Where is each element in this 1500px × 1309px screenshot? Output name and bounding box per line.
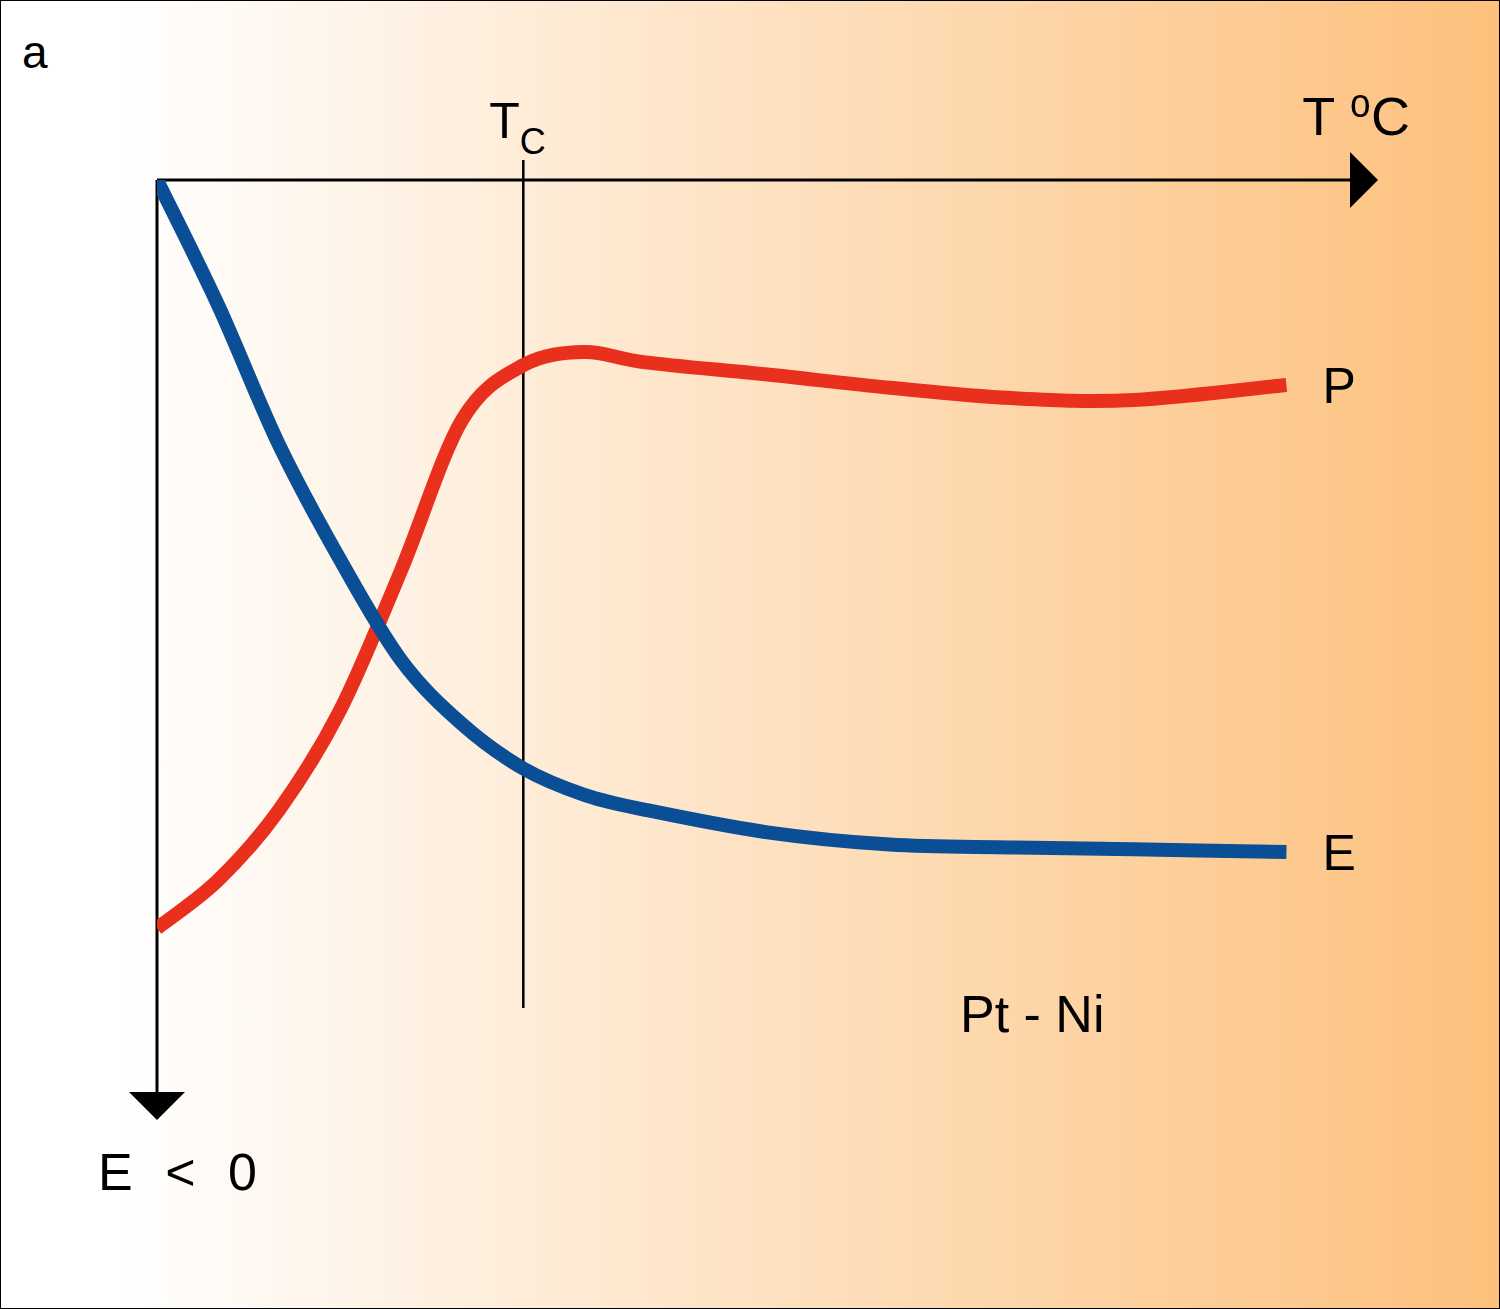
y-axis-label: E < 0 xyxy=(98,1143,257,1201)
y-axis xyxy=(156,180,159,1100)
x-axis-arrow xyxy=(1350,152,1378,208)
tc-label: TC xyxy=(489,93,546,162)
series-line xyxy=(157,352,1286,928)
chart: a TC T ⁰C E < 0 P E Pt - Ni xyxy=(0,0,1500,1309)
series-label: P xyxy=(1322,358,1355,414)
annotation: Pt - Ni xyxy=(960,985,1104,1043)
y-axis-arrow xyxy=(129,1092,185,1120)
series-label: E xyxy=(1322,825,1355,881)
background xyxy=(0,0,1500,1309)
tc-line xyxy=(522,160,525,1008)
plot-area xyxy=(157,180,1286,928)
x-axis xyxy=(157,179,1358,182)
series-line xyxy=(157,180,1286,852)
x-axis-label: T ⁰C xyxy=(1302,86,1410,146)
title: a xyxy=(22,26,48,78)
